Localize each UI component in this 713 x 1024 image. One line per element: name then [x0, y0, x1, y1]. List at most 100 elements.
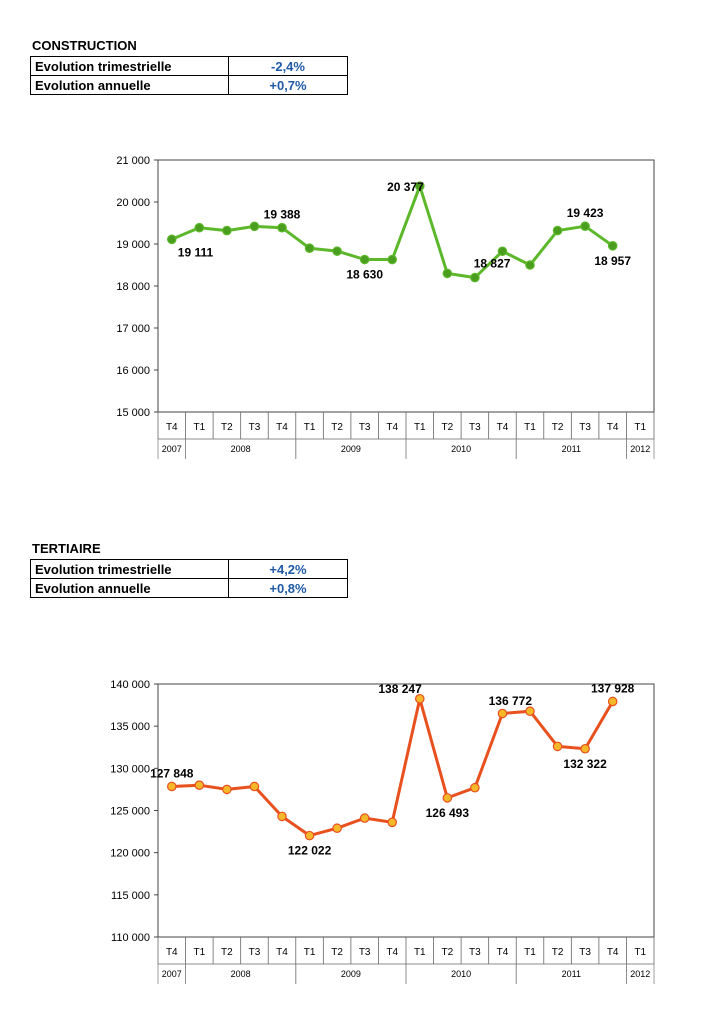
y-tick-label: 18 000	[116, 281, 150, 293]
data-point	[442, 793, 453, 803]
x-category-label: T2	[552, 422, 564, 433]
data-point	[332, 823, 342, 834]
data-label: 132 322	[563, 757, 607, 771]
x-category-label: T1	[193, 422, 205, 433]
y-tick-label: 115 000	[111, 890, 150, 902]
plot-frame	[157, 683, 655, 938]
y-tick-label: 16 000	[116, 365, 150, 377]
tertiaire-line-chart: 110 000 115 000 120 000 125 000 130 000 135 0…	[110, 679, 655, 984]
row-label: Evolution trimestrielle	[30, 56, 229, 76]
x-category-label: T2	[221, 422, 233, 433]
y-tick-label: 135 000	[110, 721, 150, 733]
data-point	[332, 246, 342, 256]
data-point	[414, 181, 425, 191]
data-point	[277, 222, 287, 233]
tertiaire-row-annuelle: Evolution annuelle +0,8%	[30, 578, 348, 598]
row-value: -2,4%	[228, 56, 348, 76]
data-label: 18 957	[594, 254, 631, 268]
data-label: 20 377	[387, 180, 424, 194]
y-tick-label: 125 000	[110, 806, 150, 818]
data-point	[607, 241, 618, 251]
x-category-label: T2	[441, 947, 453, 958]
x-category-label: T4	[276, 422, 288, 433]
construction-line-chart: 15 000 16 000 17 000 18 000 19 000 20 000 21 0…	[116, 155, 655, 459]
x-category-label: T4	[497, 947, 509, 958]
data-point	[166, 781, 177, 792]
data-point	[552, 225, 563, 236]
x-category-label: T1	[304, 422, 316, 433]
x-category-label: T1	[524, 947, 536, 958]
data-point	[607, 696, 618, 707]
x-category-label: T1	[304, 947, 316, 958]
x-category-label: T1	[634, 947, 646, 958]
data-label: 19 388	[264, 208, 301, 222]
x-category-label: T1	[634, 422, 646, 433]
y-tick-label: 17 000	[116, 323, 150, 335]
x-category-label: T1	[414, 422, 426, 433]
x-year-label: 2010	[451, 969, 471, 979]
data-label: 136 772	[489, 694, 533, 708]
x-year-label: 2012	[630, 969, 650, 979]
data-point	[304, 830, 315, 841]
x-year-label: 2012	[630, 444, 650, 454]
x-category-label: T1	[414, 947, 426, 958]
x-category-label: T4	[166, 422, 178, 433]
y-tick-label: 110 000	[111, 932, 150, 944]
data-point	[497, 246, 508, 257]
construction-row-trimestrielle: Evolution trimestrielle -2,4%	[30, 56, 348, 76]
y-tick-label: 21 000	[116, 155, 150, 167]
data-label: 19 423	[567, 206, 604, 220]
x-category-label: T2	[331, 947, 343, 958]
y-tick-label: 120 000	[110, 848, 150, 860]
row-label: Evolution annuelle	[30, 75, 229, 95]
series-line	[171, 697, 614, 838]
x-year-label: 2007	[162, 969, 182, 979]
x-category-label: T3	[579, 422, 591, 433]
data-point	[580, 221, 590, 232]
data-point	[442, 268, 453, 279]
data-point	[222, 784, 232, 795]
y-tick-label: 19 000	[116, 239, 150, 251]
x-category-label: T2	[552, 947, 564, 958]
x-category-label: T1	[193, 947, 205, 958]
tertiaire-evolution-table: Evolution trimestrielle +4,2% Evolution …	[30, 559, 348, 598]
data-point	[497, 708, 508, 719]
data-point	[552, 741, 563, 752]
x-year-label: 2011	[562, 969, 581, 979]
data-label: 126 493	[426, 806, 470, 820]
data-label: 122 022	[288, 844, 332, 858]
x-year-label: 2008	[231, 444, 251, 454]
row-value: +0,7%	[228, 75, 348, 95]
row-value: +4,2%	[228, 559, 348, 579]
x-year-label: 2009	[341, 444, 361, 454]
data-label: 127 848	[150, 766, 194, 780]
data-point	[387, 817, 398, 828]
row-value: +0,8%	[228, 578, 348, 598]
data-label: 18 630	[346, 268, 383, 282]
tertiaire-title: TERTIAIRE	[32, 541, 101, 556]
data-point	[194, 780, 205, 790]
x-year-label: 2009	[341, 969, 361, 979]
x-category-label: T4	[607, 947, 619, 958]
data-label: 138 247	[378, 682, 422, 696]
x-category-label: T4	[276, 947, 288, 958]
row-label: Evolution annuelle	[30, 578, 229, 598]
x-category-label: T3	[469, 422, 481, 433]
x-category-label: T3	[249, 947, 261, 958]
x-year-label: 2010	[451, 444, 471, 454]
x-category-label: T3	[359, 422, 371, 433]
construction-row-annuelle: Evolution annuelle +0,7%	[30, 75, 348, 95]
x-category-label: T2	[221, 947, 233, 958]
x-category-label: T2	[441, 422, 453, 433]
data-point	[359, 813, 370, 823]
data-label: 137 928	[591, 681, 635, 695]
data-point	[470, 272, 480, 283]
x-category-label: T4	[386, 422, 398, 433]
tertiaire-row-trimestrielle: Evolution trimestrielle +4,2%	[30, 559, 348, 579]
construction-title: CONSTRUCTION	[32, 38, 137, 53]
y-tick-label: 140 000	[110, 679, 150, 691]
data-point	[525, 260, 535, 270]
data-label: 18 827	[474, 256, 511, 270]
data-point	[580, 743, 590, 754]
data-point	[249, 221, 260, 232]
